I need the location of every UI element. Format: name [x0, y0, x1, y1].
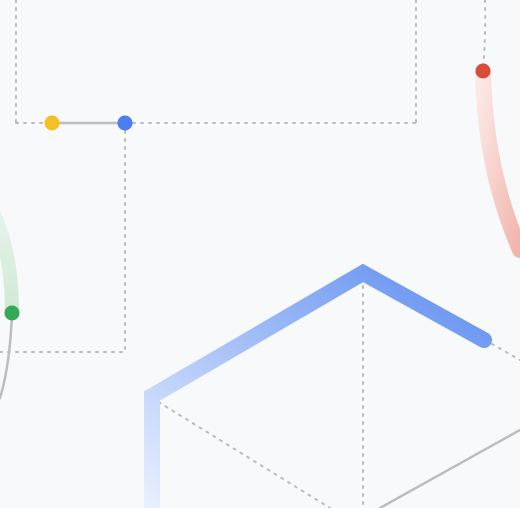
red-arc: [475, 64, 520, 258]
green-dot: [4, 305, 20, 321]
red-dot: [475, 63, 491, 79]
dotted-line-right-tail: [484, 339, 520, 361]
dotted-line-red-top: [482, 0, 487, 71]
yellow-dot: [44, 115, 60, 131]
gray-lines: [0, 121, 520, 508]
gray-curve-left: [0, 311, 14, 400]
dotted-line-box-diagonal: [151, 397, 331, 508]
blue-dot: [117, 115, 133, 131]
green-arc: [0, 210, 19, 320]
gray-line-bottom-right: [378, 428, 520, 508]
blue-box-outline: [144, 263, 492, 508]
